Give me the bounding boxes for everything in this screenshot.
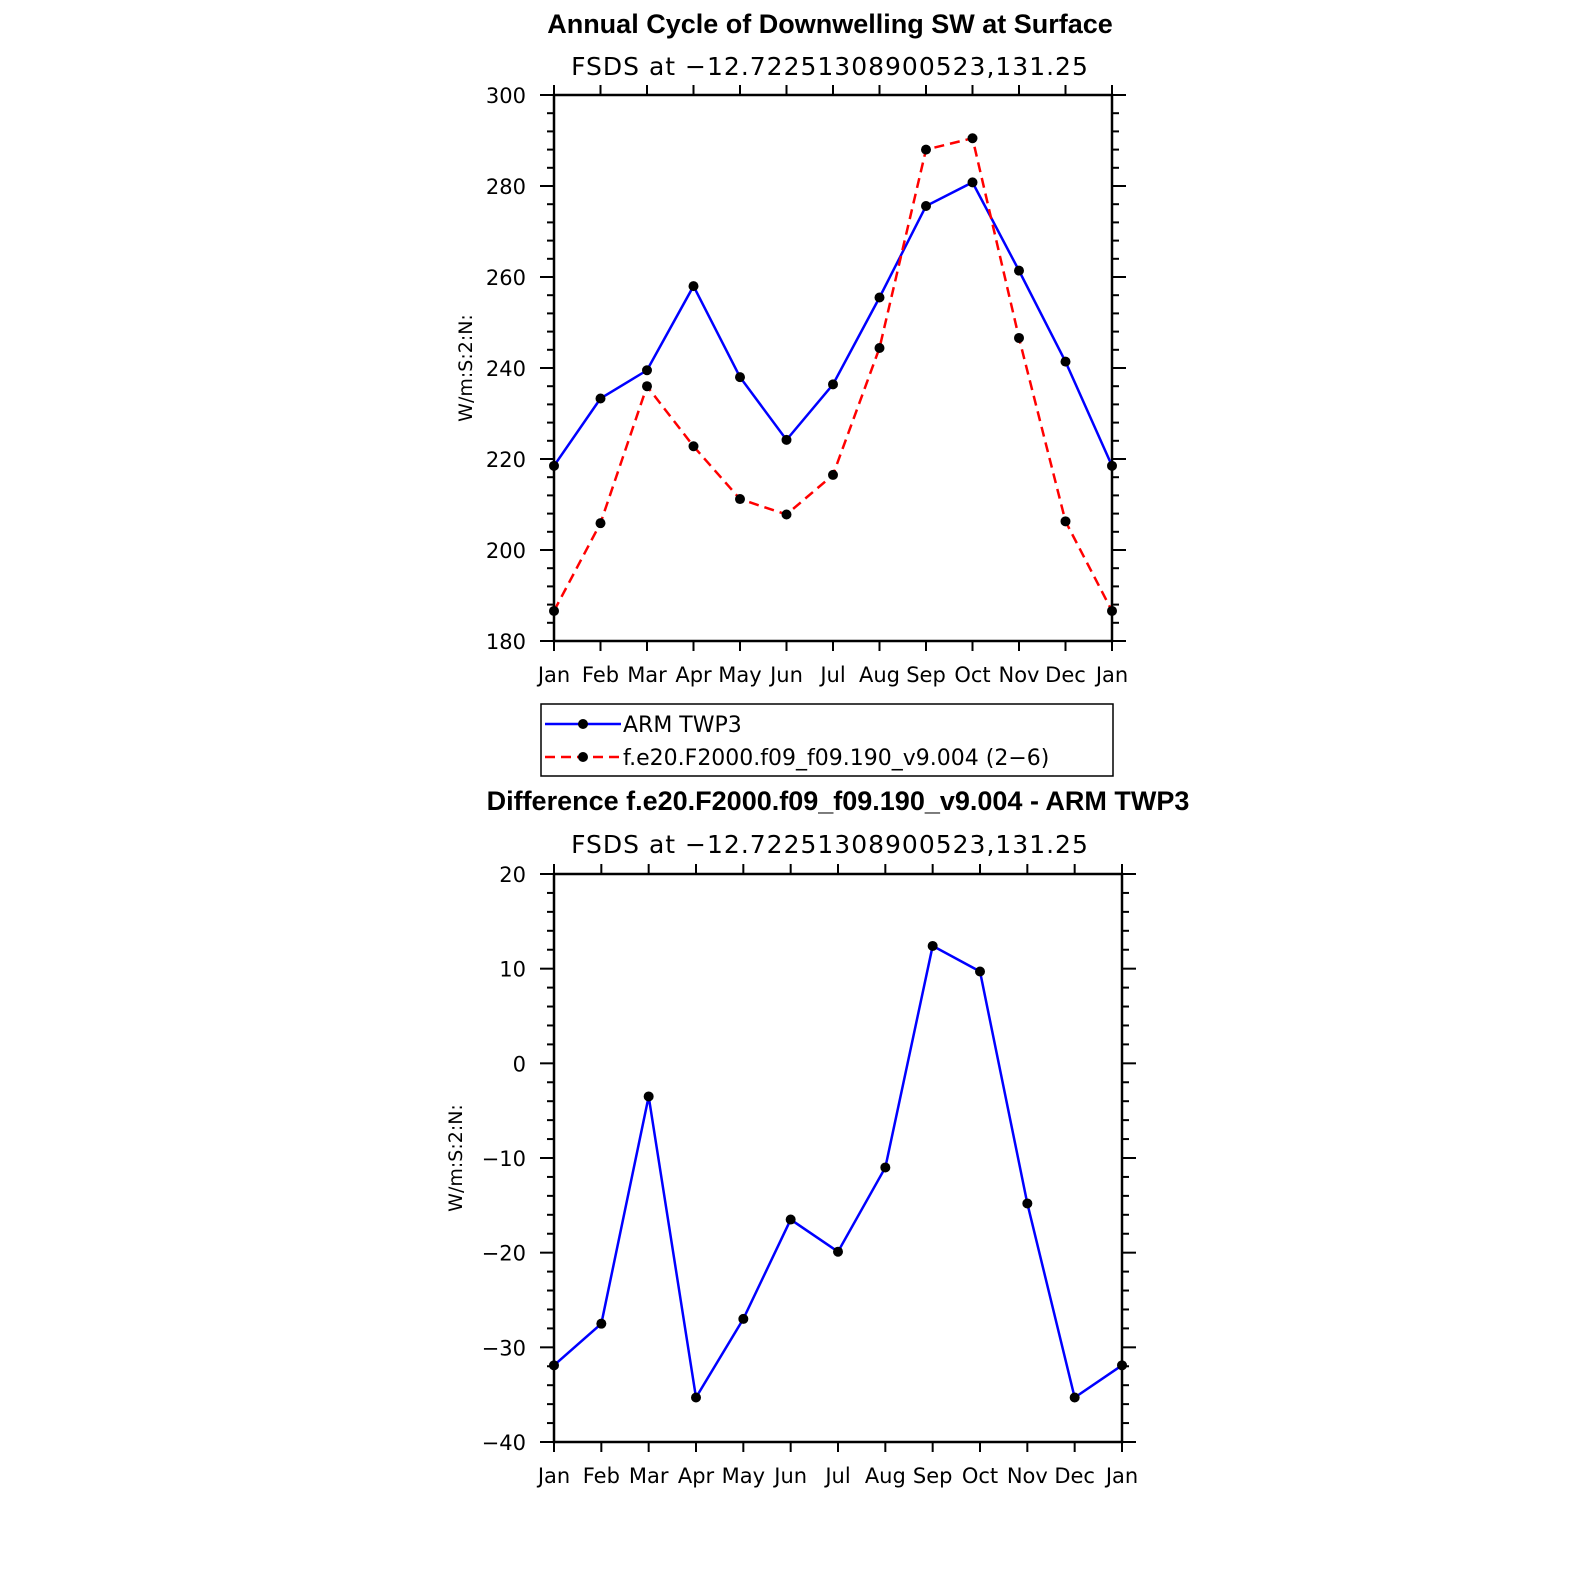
data-point [643,1091,654,1102]
y-tick-label: −20 [482,1242,526,1266]
series-line [553,944,1123,1402]
x-tick-label: Mar [629,1464,669,1488]
data-point [549,460,559,471]
y-tick-label: 20 [499,863,526,887]
x-tick-label: Jan [1104,1464,1138,1488]
plot-frame [552,93,1114,643]
data-point [642,365,652,376]
data-point [688,281,699,292]
data-point [874,292,885,303]
data-point [1014,265,1024,276]
chart-subtitle: FSDS at −12.72251308900523,131.25 [571,830,1089,859]
data-point [781,509,792,520]
x-tick-label: Dec [1045,663,1086,687]
x-tick-label: Apr [678,1464,715,1488]
legend-label-arm: ARM TWP3 [623,713,742,738]
y-axis-label: W/m:S:2:N: [445,1104,467,1212]
data-point [785,1214,796,1225]
data-point [596,1318,607,1329]
y-tick-label: −30 [482,1336,526,1360]
data-point [967,177,978,188]
data-point [967,133,978,144]
x-tick-label: Oct [954,663,990,687]
data-point [595,393,606,404]
data-point [735,494,745,505]
data-point [921,201,931,212]
data-point [1069,1392,1080,1403]
x-tick-label: Apr [675,663,712,687]
data-point [1014,332,1024,343]
difference-chart: Difference f.e20.F2000.f09_f09.190_v9.00… [445,786,1189,1488]
y-tick-label: −10 [482,1147,526,1171]
y-axis-label: W/m:S:2:N: [455,314,477,422]
data-point [975,966,985,977]
data-point [735,372,745,383]
y-tick-label: 300 [486,84,526,108]
x-tick-label: Jun [768,663,803,687]
plot-frame [552,872,1124,1444]
legend: ARM TWP3 f.e20.F2000.f09_f09.190_v9.004 … [540,703,1114,777]
x-tick-label: Jun [772,1464,807,1488]
y-tick-label: 260 [486,266,526,290]
x-tick-label: Jul [823,1464,850,1488]
x-tick-label: Jan [536,1464,570,1488]
legend-box [540,703,1114,777]
data-point [549,1360,559,1371]
x-tick-label: Dec [1054,1464,1095,1488]
x-tick-label: Feb [583,1464,620,1488]
data-point [1060,516,1071,527]
chart-title: Annual Cycle of Downwelling SW at Surfac… [547,9,1113,39]
y-tick-label: 10 [499,958,526,982]
data-point [691,1392,701,1403]
data-point [921,144,931,155]
y-tick-label: 220 [486,448,526,472]
data-point [738,1313,749,1324]
x-tick-label: Jul [818,663,845,687]
x-tick-label: Jan [536,663,570,687]
x-tick-label: Aug [865,1464,906,1488]
y-tick-label: 180 [486,630,526,654]
y-tick-label: 200 [486,539,526,563]
data-point [781,434,792,445]
data-point [1107,460,1117,471]
x-tick-label: Mar [627,663,667,687]
x-tick-label: May [718,663,761,687]
x-tick-label: Oct [962,1464,998,1488]
chart-title: Difference f.e20.F2000.f09_f09.190_v9.00… [487,786,1190,816]
annual-cycle-chart: Annual Cycle of Downwelling SW at Surfac… [455,9,1128,777]
data-point [549,605,559,616]
legend-label-model: f.e20.F2000.f09_f09.190_v9.004 (2−6) [623,746,1049,771]
x-tick-label: Aug [859,663,900,687]
series-line [552,180,1114,467]
chart-subtitle: FSDS at −12.72251308900523,131.25 [571,52,1089,81]
data-point [1022,1198,1033,1209]
data-point [688,441,699,452]
y-tick-label: −40 [482,1431,526,1455]
data-point [874,342,885,353]
data-point [1107,605,1117,616]
data-point [927,940,938,951]
x-tick-label: Sep [906,663,946,687]
data-point [642,381,652,392]
x-tick-label: May [722,1464,765,1488]
data-point [1060,356,1071,367]
y-tick-label: 240 [486,357,526,381]
x-tick-label: Sep [913,1464,953,1488]
data-point [595,518,606,529]
data-point [880,1162,891,1173]
data-point [1117,1360,1127,1371]
x-tick-label: Feb [582,663,619,687]
y-tick-label: 280 [486,175,526,199]
x-tick-label: Jan [1094,663,1128,687]
x-tick-label: Nov [999,663,1040,687]
y-tick-label: 0 [513,1052,526,1076]
legend-marker-arm [578,719,588,729]
data-point [828,469,838,480]
data-point [833,1246,843,1257]
legend-marker-model [578,752,588,762]
data-point [828,379,838,390]
x-tick-label: Nov [1007,1464,1048,1488]
